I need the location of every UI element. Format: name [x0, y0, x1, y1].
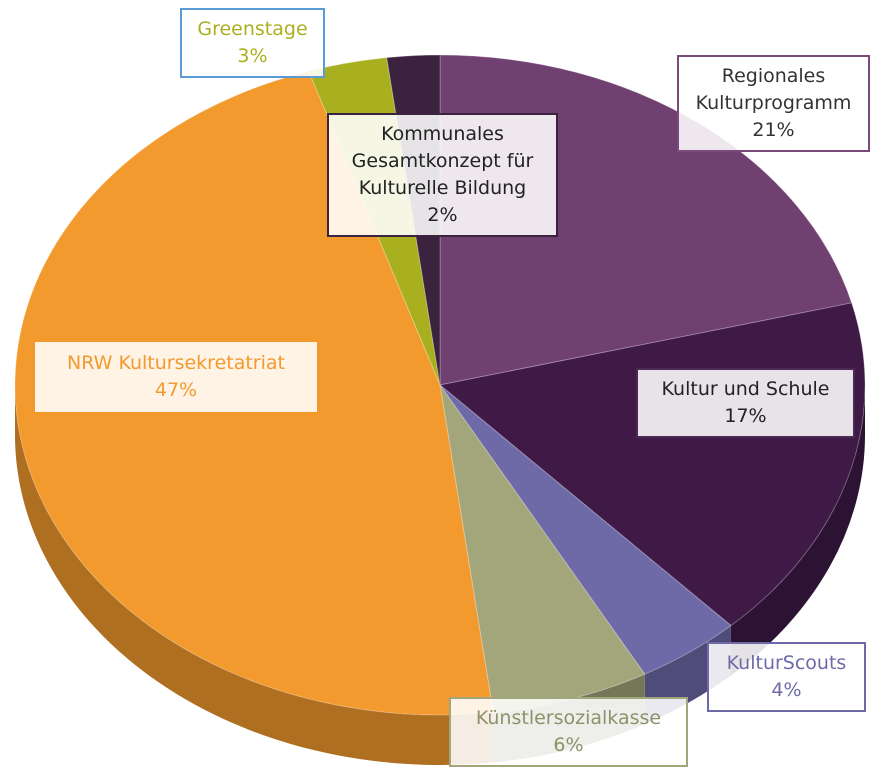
data-label: Kommunales Gesamtkonzept für Kulturelle …	[327, 113, 558, 237]
slice-side	[15, 385, 494, 766]
label-value: 47%	[154, 379, 198, 401]
data-label: Regionales Kulturprogramm 21%	[677, 55, 870, 152]
label-name: Künstlersozialkasse	[475, 707, 662, 729]
label-name: Kommunales Gesamtkonzept für Kulturelle …	[351, 123, 534, 199]
label-value: 4%	[771, 679, 802, 701]
label-value: 3%	[237, 45, 268, 67]
label-value: 2%	[427, 204, 458, 226]
label-name: Greenstage	[197, 18, 308, 40]
label-name: KulturScouts	[726, 652, 847, 674]
data-label: Kultur und Schule 17%	[636, 368, 855, 438]
slice	[439, 384, 732, 675]
data-label: Künstlersozialkasse 6%	[449, 697, 688, 767]
data-label: KulturScouts 4%	[707, 642, 866, 712]
label-name: NRW Kultursekretatriat	[66, 352, 285, 374]
label-value: 6%	[553, 734, 584, 756]
data-label: NRW Kultursekretatriat 47%	[35, 342, 317, 412]
slice-side	[730, 385, 865, 676]
label-name: Kultur und Schule	[661, 378, 830, 400]
label-name: Regionales Kulturprogramm	[695, 65, 852, 114]
label-value: 17%	[724, 405, 767, 427]
label-value: 21%	[752, 119, 795, 141]
data-label: Greenstage 3%	[180, 8, 325, 78]
